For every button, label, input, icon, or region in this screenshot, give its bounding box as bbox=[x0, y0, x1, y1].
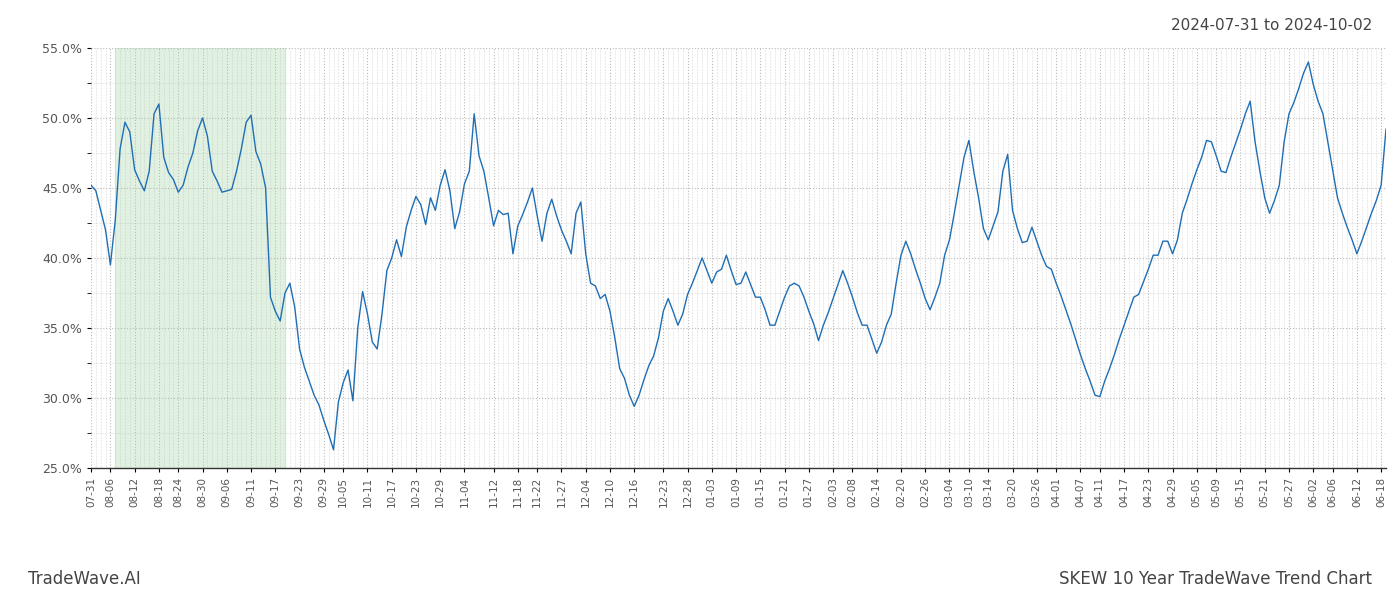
Bar bbox=[115, 48, 286, 468]
Text: TradeWave.AI: TradeWave.AI bbox=[28, 570, 141, 588]
Text: SKEW 10 Year TradeWave Trend Chart: SKEW 10 Year TradeWave Trend Chart bbox=[1058, 570, 1372, 588]
Text: 2024-07-31 to 2024-10-02: 2024-07-31 to 2024-10-02 bbox=[1170, 18, 1372, 33]
